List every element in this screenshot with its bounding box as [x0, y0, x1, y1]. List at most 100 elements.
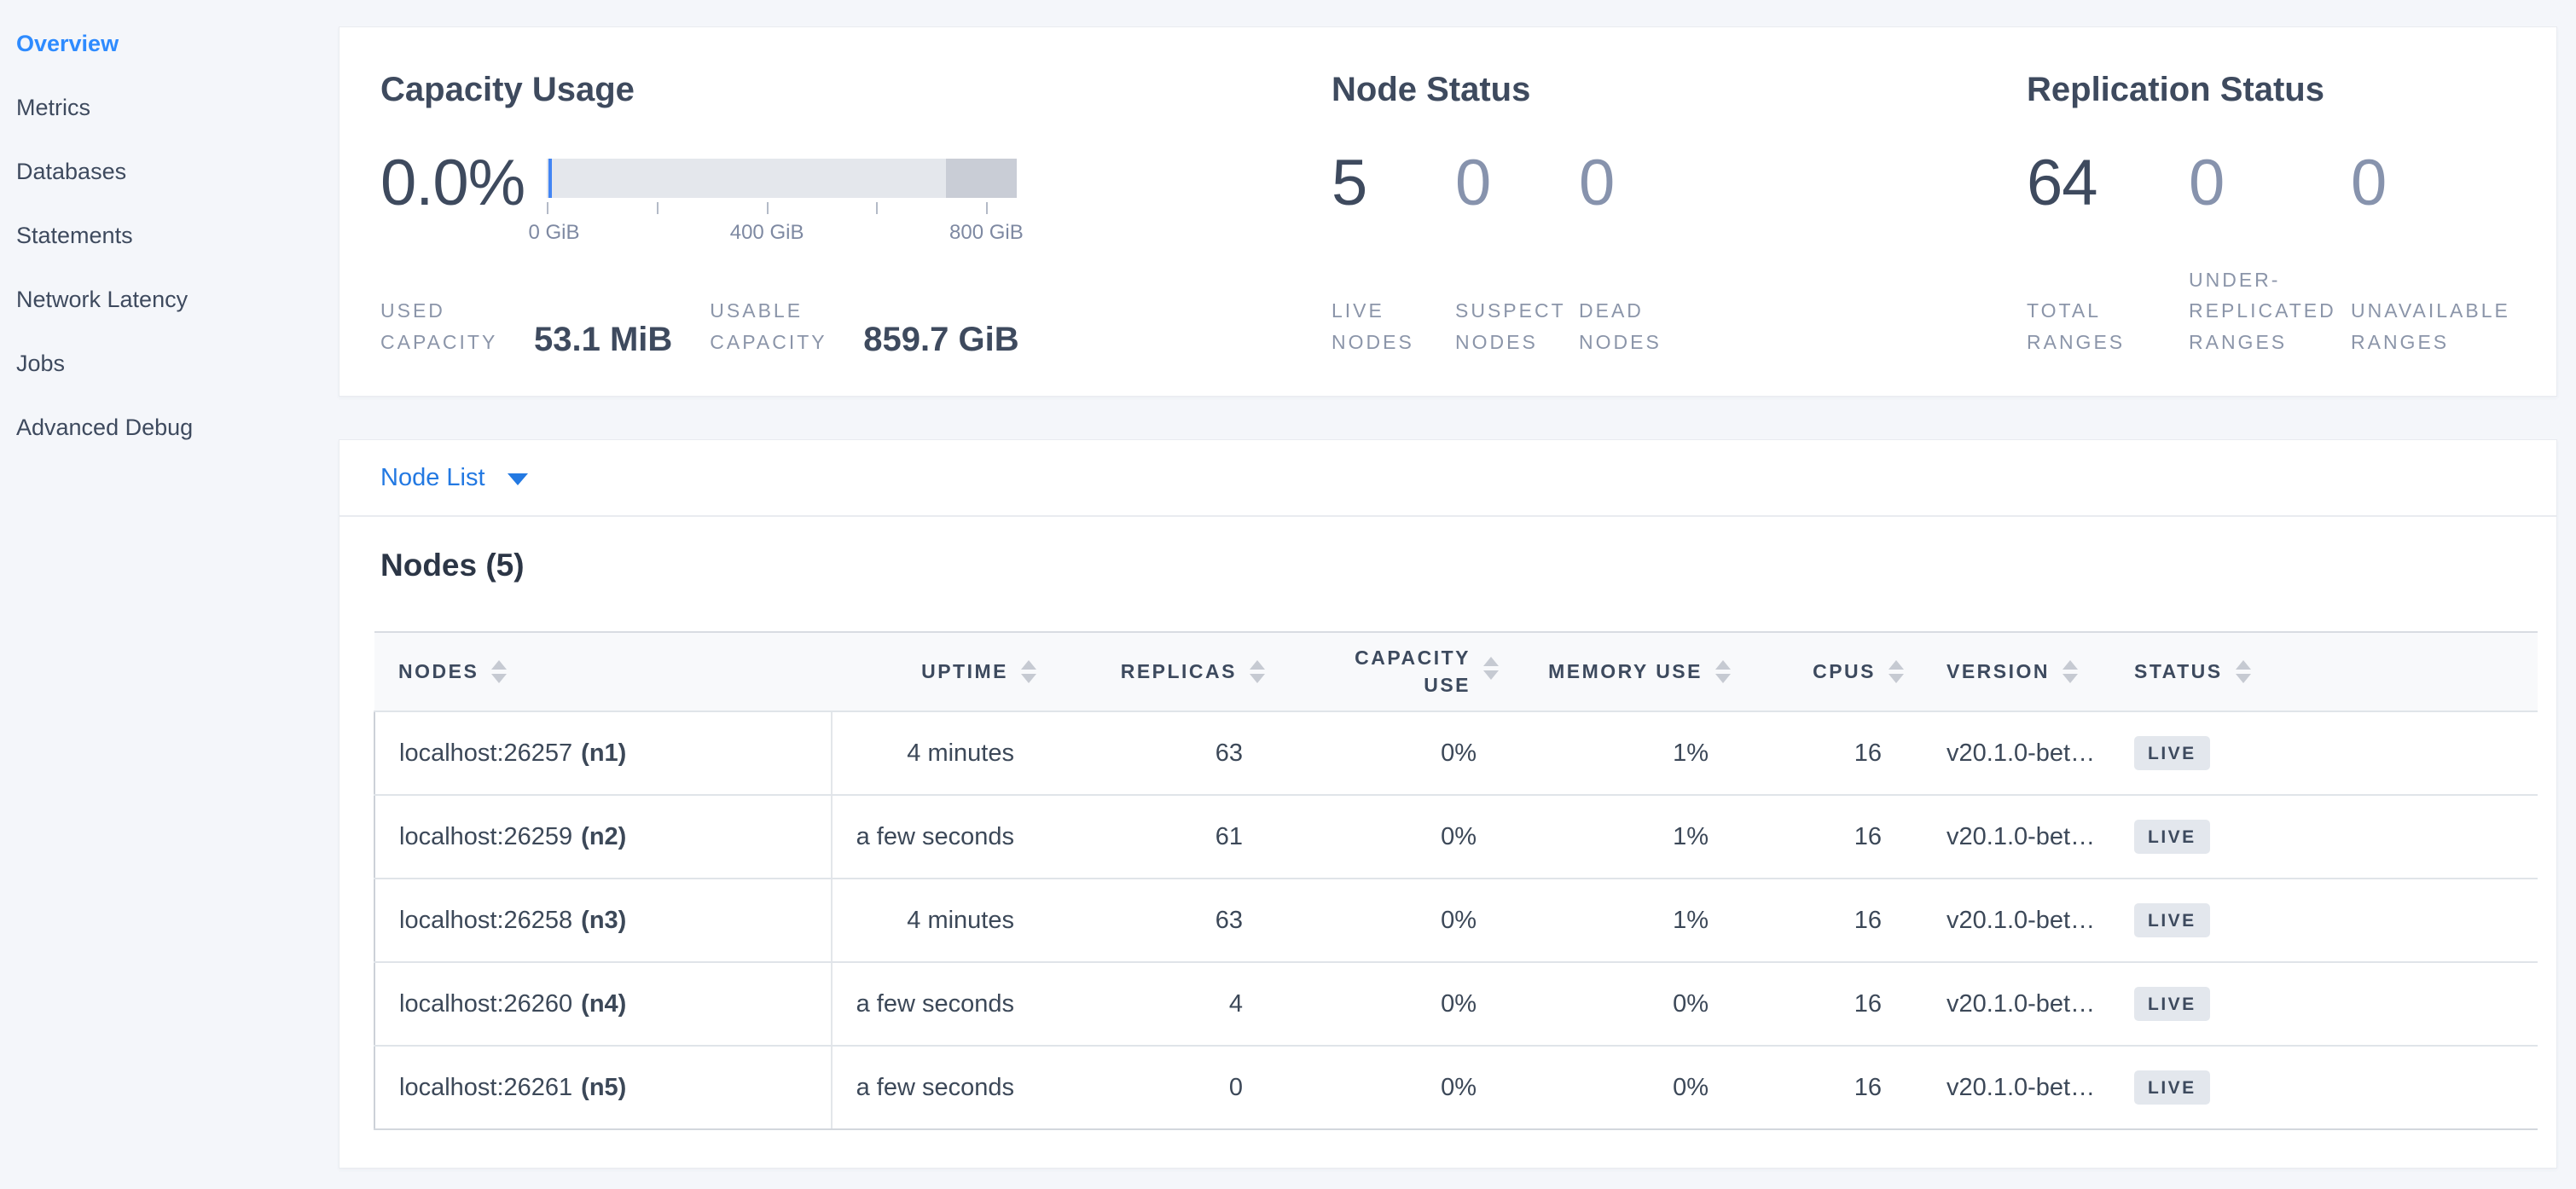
sidebar-item-label: Metrics — [16, 95, 90, 120]
nodes-section-title: Nodes (5) — [380, 548, 525, 583]
column-label: Memory Use — [1548, 659, 1703, 682]
memory-use-cell: 0% — [1499, 1046, 1731, 1130]
unavailable-ranges-value: 0 — [2351, 147, 2387, 219]
column-header-version[interactable]: Version — [1904, 631, 2109, 712]
sidebar-item-metrics[interactable]: Metrics — [16, 76, 339, 140]
usable-capacity-stat: USABLE CAPACITY 859.7 GiB — [710, 295, 1056, 358]
memory-use-cell: 0% — [1499, 962, 1731, 1047]
usable-capacity-label: USABLE CAPACITY — [710, 299, 827, 354]
dead-nodes-value: 0 — [1579, 147, 1615, 219]
usable-capacity-value: 859.7 GiB — [863, 321, 1019, 358]
version-cell: v20.1.0-bet… — [1904, 1046, 2109, 1130]
node-status-title: Node Status — [1332, 71, 1531, 108]
node-status-section: Node Status 5 LIVE NODES 0 SUSPECT NODES… — [1332, 70, 2027, 358]
memory-use-cell: 1% — [1499, 795, 1731, 879]
sort-icon — [1250, 659, 1265, 683]
node-list-card: Node List Nodes (5) Nodes Uptime Replica… — [339, 439, 2557, 1169]
replicas-cell: 0 — [1036, 1046, 1265, 1130]
live-nodes-label: LIVE NODES — [1332, 299, 1414, 354]
column-header-uptime[interactable]: Uptime — [832, 631, 1036, 712]
sort-icon — [491, 659, 508, 683]
uptime-cell: a few seconds — [832, 795, 1036, 879]
column-label: Capacity Use — [1355, 647, 1471, 696]
column-label: Uptime — [921, 659, 1008, 682]
column-label: Status — [2134, 659, 2223, 682]
node-row-n1[interactable]: localhost:26257 (n1) 4 minutes 63 0% 1% 1… — [374, 711, 2538, 796]
used-capacity-label: USED CAPACITY — [380, 299, 498, 354]
node-address: localhost:26260 — [399, 989, 573, 1018]
memory-use-cell: 1% — [1499, 879, 1731, 963]
replicas-cell: 63 — [1036, 879, 1265, 963]
memory-use-cell: 1% — [1499, 711, 1731, 796]
column-label: Replicas — [1120, 659, 1237, 682]
status-cell: LIVE — [2109, 879, 2538, 963]
column-header-nodes[interactable]: Nodes — [374, 631, 832, 712]
capacity-usage-section: Capacity Usage 0.0% 0 GiB 400 GiB 800 Gi… — [380, 70, 1332, 358]
node-list-view-selector[interactable]: Node List — [339, 440, 2556, 517]
under-replicated-stat: 0 UNDER-REPLICATED RANGES — [2189, 147, 2351, 358]
status-badge: LIVE — [2134, 987, 2210, 1021]
status-badge: LIVE — [2134, 736, 2210, 770]
capacity-gauge-bar — [547, 159, 1018, 198]
uptime-cell: 4 minutes — [832, 711, 1036, 796]
node-row-n5[interactable]: localhost:26261 (n5) a few seconds 0 0% 0… — [374, 1046, 2538, 1130]
sidebar-item-statements[interactable]: Statements — [16, 204, 339, 268]
node-address: localhost:26261 — [399, 1073, 573, 1101]
under-replicated-value: 0 — [2189, 147, 2225, 219]
status-cell: LIVE — [2109, 962, 2538, 1047]
sidebar-item-jobs[interactable]: Jobs — [16, 332, 339, 396]
dead-nodes-stat: 0 DEAD NODES — [1579, 147, 1703, 358]
node-id: (n4) — [581, 989, 627, 1018]
live-nodes-stat: 5 LIVE NODES — [1332, 147, 1455, 358]
capacity-use-cell: 0% — [1265, 879, 1499, 963]
live-nodes-value: 5 — [1332, 147, 1367, 219]
column-header-capacity-use[interactable]: Capacity Use — [1265, 631, 1499, 712]
replicas-cell: 4 — [1036, 962, 1265, 1047]
sidebar-item-databases[interactable]: Databases — [16, 140, 339, 204]
sidebar-item-advanced-debug[interactable]: Advanced Debug — [16, 396, 339, 460]
status-badge: LIVE — [2134, 1070, 2210, 1105]
axis-label-800gib: 800 GiB — [949, 221, 1024, 244]
node-row-n3[interactable]: localhost:26258 (n3) 4 minutes 63 0% 1% 1… — [374, 879, 2538, 963]
uptime-cell: 4 minutes — [832, 879, 1036, 963]
node-list-selector-label: Node List — [380, 463, 485, 491]
node-address: localhost:26258 — [399, 906, 573, 934]
node-row-n4[interactable]: localhost:26260 (n4) a few seconds 4 0% 0… — [374, 962, 2538, 1047]
used-capacity-value: 53.1 MiB — [534, 321, 673, 358]
sidebar-item-overview[interactable]: Overview — [16, 12, 339, 76]
capacity-detail-row: USED CAPACITY 53.1 MiB USABLE CAPACITY 8… — [380, 295, 1332, 358]
suspect-nodes-stat: 0 SUSPECT NODES — [1455, 147, 1579, 358]
status-cell: LIVE — [2109, 711, 2538, 796]
capacity-gauge-ticks — [547, 202, 1017, 219]
version-cell: v20.1.0-bet… — [1904, 879, 2109, 963]
used-capacity-stat: USED CAPACITY 53.1 MiB — [380, 295, 710, 358]
node-id: (n3) — [581, 906, 627, 934]
sidebar-item-network-latency[interactable]: Network Latency — [16, 268, 339, 332]
sidebar-item-label: Network Latency — [16, 287, 189, 312]
version-cell: v20.1.0-bet… — [1904, 962, 2109, 1047]
gauge-reserved-segment — [946, 159, 1018, 198]
column-header-replicas[interactable]: Replicas — [1036, 631, 1265, 712]
cpus-cell: 16 — [1731, 1046, 1904, 1130]
sort-icon — [1715, 659, 1731, 683]
replicas-cell: 63 — [1036, 711, 1265, 796]
sort-icon — [1483, 657, 1499, 681]
node-address-cell: localhost:26257 (n1) — [374, 711, 833, 796]
cpus-cell: 16 — [1731, 962, 1904, 1047]
gauge-used-marker — [548, 159, 553, 198]
column-label: Nodes — [398, 659, 479, 682]
suspect-nodes-label: SUSPECT NODES — [1455, 299, 1566, 354]
suspect-nodes-value: 0 — [1455, 147, 1491, 219]
cpus-cell: 16 — [1731, 711, 1904, 796]
column-header-status[interactable]: Status — [2109, 631, 2538, 712]
column-header-memory-use[interactable]: Memory Use — [1499, 631, 1731, 712]
total-ranges-stat: 64 TOTAL RANGES — [2027, 150, 2189, 358]
node-address: localhost:26259 — [399, 822, 573, 850]
node-address-cell: localhost:26259 (n2) — [374, 795, 833, 879]
node-row-n2[interactable]: localhost:26259 (n2) a few seconds 61 0% … — [374, 795, 2538, 879]
column-header-cpus[interactable]: CPUs — [1731, 631, 1904, 712]
status-cell: LIVE — [2109, 795, 2538, 879]
axis-label-0gib: 0 GiB — [528, 221, 580, 244]
replication-status-title: Replication Status — [2027, 71, 2324, 108]
uptime-cell: a few seconds — [832, 962, 1036, 1047]
